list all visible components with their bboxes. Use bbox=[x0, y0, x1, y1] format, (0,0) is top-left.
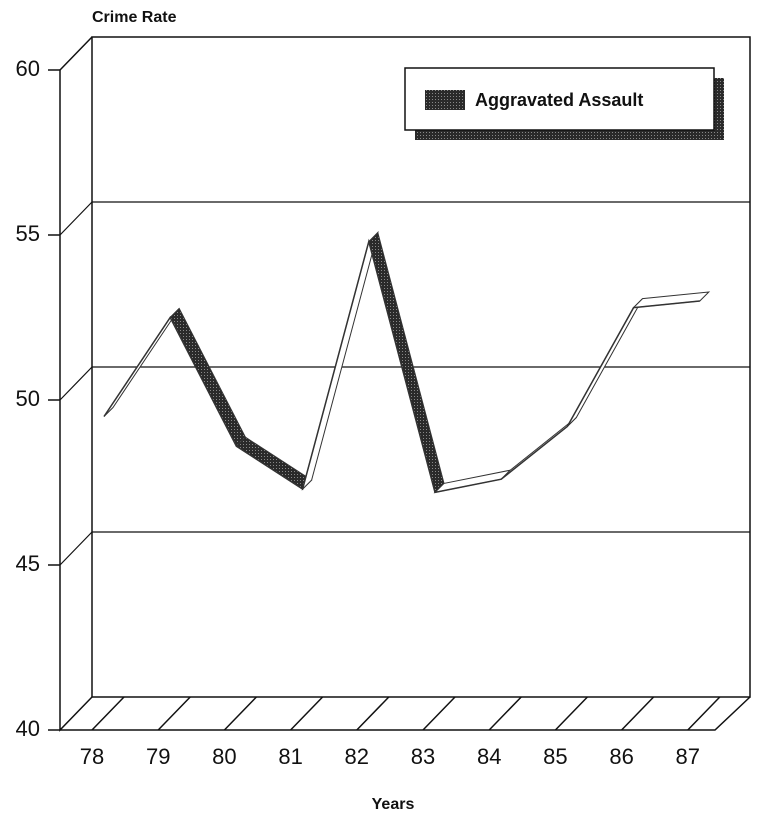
frame bbox=[59, 36, 751, 732]
floor-hatch bbox=[356, 696, 390, 731]
ribbon-face bbox=[368, 231, 445, 494]
ribbon-face bbox=[301, 230, 379, 491]
ribbon-face bbox=[235, 436, 313, 490]
x-tick-label: 80 bbox=[212, 744, 236, 769]
floor-hatch bbox=[554, 696, 588, 731]
wall-edge bbox=[59, 36, 93, 71]
x-tick-label: 87 bbox=[676, 744, 700, 769]
left-wall-edge bbox=[59, 70, 93, 732]
x-tick-label: 81 bbox=[278, 744, 302, 769]
x-tick-label: 86 bbox=[609, 744, 633, 769]
floor-hatch bbox=[290, 696, 324, 731]
y-axis-label: Crime Rate bbox=[92, 9, 177, 26]
y-tick-label: 50 bbox=[16, 386, 40, 411]
x-tick-label: 82 bbox=[345, 744, 369, 769]
ribbon-face bbox=[169, 307, 247, 448]
floor-edge bbox=[60, 696, 751, 731]
floor-hatch bbox=[488, 696, 522, 731]
floor-hatch bbox=[621, 696, 655, 731]
ribbon-face bbox=[433, 469, 512, 494]
y-tick-label: 45 bbox=[16, 551, 40, 576]
x-tick-label: 84 bbox=[477, 744, 501, 769]
legend-label: Aggravated Assault bbox=[475, 90, 643, 110]
grid-line-side bbox=[59, 201, 93, 236]
y-tick-label: 40 bbox=[16, 716, 40, 741]
x-tick-label: 78 bbox=[80, 744, 104, 769]
grid-line-side bbox=[59, 366, 93, 401]
floor-hatch bbox=[157, 696, 191, 731]
x-tick-label: 79 bbox=[146, 744, 170, 769]
ribbon-face bbox=[632, 291, 711, 309]
x-tick-label: 85 bbox=[543, 744, 567, 769]
y-tick-label: 55 bbox=[16, 221, 40, 246]
legend: Aggravated Assault bbox=[404, 67, 724, 140]
legend-swatch bbox=[425, 90, 465, 110]
floor-hatch bbox=[91, 696, 125, 731]
y-tick-label: 60 bbox=[16, 56, 40, 81]
x-axis-label: Years bbox=[372, 796, 415, 813]
x-tick-label: 83 bbox=[411, 744, 435, 769]
floor-hatch bbox=[223, 696, 257, 731]
line bbox=[103, 238, 700, 494]
floor-hatch bbox=[687, 696, 721, 731]
grid-line-side bbox=[59, 531, 93, 566]
floor-hatch bbox=[422, 696, 456, 731]
